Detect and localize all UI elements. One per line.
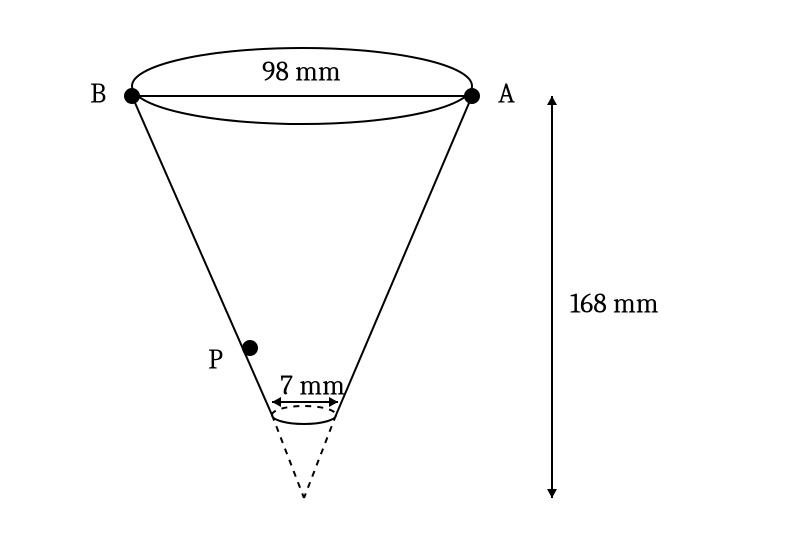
slant-right-dashed xyxy=(304,415,336,498)
label-A: A xyxy=(498,78,515,110)
slant-left-solid xyxy=(132,96,272,415)
bottom-ellipse-front xyxy=(272,415,336,424)
point-P xyxy=(242,340,258,356)
label-diameter-top: 98 mm xyxy=(262,56,341,88)
cone-diagram: A B P 98 mm 7 mm 168 mm xyxy=(0,0,786,544)
slant-right-solid xyxy=(336,96,472,415)
slant-left-dashed xyxy=(272,415,304,498)
label-P: P xyxy=(208,344,223,376)
point-A xyxy=(464,88,480,104)
height-arrow-bottom xyxy=(547,489,557,498)
label-B: B xyxy=(90,78,106,110)
height-arrow-top xyxy=(547,96,557,105)
label-height: 168 mm xyxy=(570,288,659,320)
bottom-ellipse-back xyxy=(272,406,336,415)
label-diameter-bottom: 7 mm xyxy=(280,370,345,402)
point-B xyxy=(124,88,140,104)
